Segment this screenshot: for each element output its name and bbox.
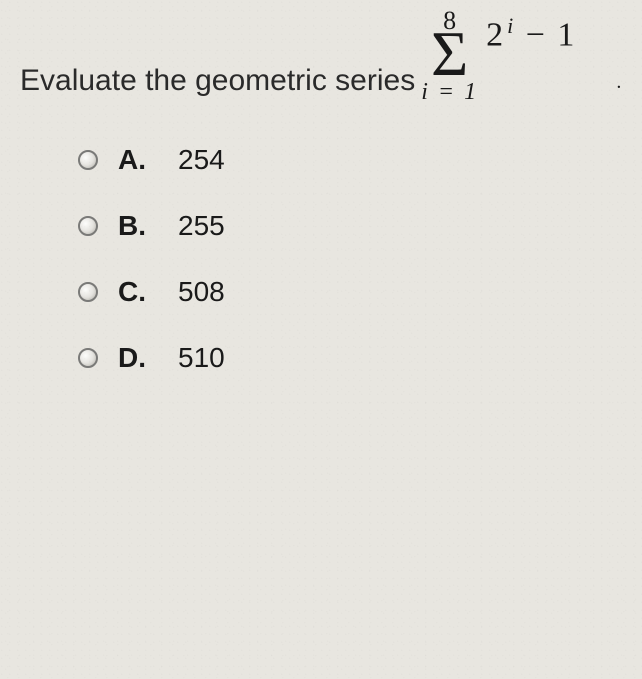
- trailing-period: .: [616, 71, 621, 104]
- radio-icon[interactable]: [78, 216, 98, 236]
- option-value: 255: [178, 210, 225, 242]
- option-letter: B.: [118, 210, 160, 242]
- option-value: 254: [178, 144, 225, 176]
- option-d[interactable]: D. 510: [78, 342, 622, 374]
- formula: 8 Σ i = 1 2i − 1: [421, 8, 576, 104]
- option-a[interactable]: A. 254: [78, 144, 622, 176]
- option-letter: D.: [118, 342, 160, 374]
- formula-term: 2i − 1: [486, 13, 576, 54]
- question-prompt-row: Evaluate the geometric series 8 Σ i = 1 …: [20, 8, 622, 104]
- radio-icon[interactable]: [78, 282, 98, 302]
- option-b[interactable]: B. 255: [78, 210, 622, 242]
- sigma-symbol: Σ: [431, 30, 468, 78]
- option-letter: A.: [118, 144, 160, 176]
- option-c[interactable]: C. 508: [78, 276, 622, 308]
- question-prompt: Evaluate the geometric series: [20, 64, 415, 104]
- option-value: 510: [178, 342, 225, 374]
- sigma-block: 8 Σ i = 1: [421, 8, 478, 104]
- question-container: Evaluate the geometric series 8 Σ i = 1 …: [0, 0, 642, 374]
- sigma-lower-limit: i = 1: [421, 80, 478, 104]
- option-value: 508: [178, 276, 225, 308]
- radio-icon[interactable]: [78, 348, 98, 368]
- radio-icon[interactable]: [78, 150, 98, 170]
- answer-options: A. 254 B. 255 C. 508 D. 510: [20, 144, 622, 374]
- option-letter: C.: [118, 276, 160, 308]
